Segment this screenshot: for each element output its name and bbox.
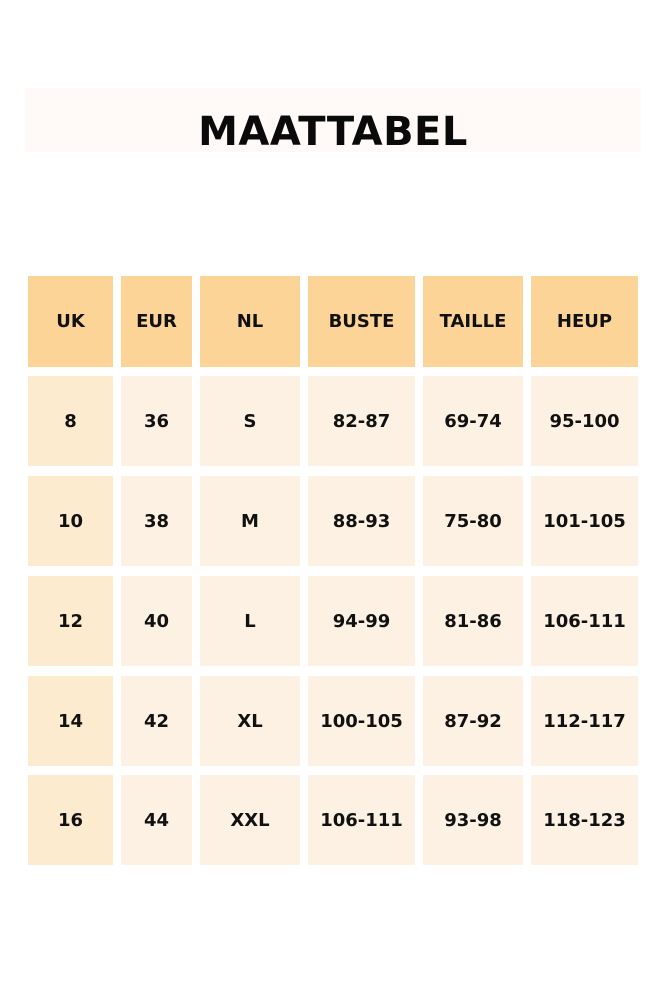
table-cell: S <box>200 376 300 466</box>
table-cell: 81-86 <box>423 576 523 666</box>
table-cell: 10 <box>28 476 113 566</box>
column-header: NL <box>200 276 300 367</box>
table-cell: 16 <box>28 775 113 865</box>
table-cell: 100-105 <box>308 676 415 766</box>
column-header: BUSTE <box>308 276 415 367</box>
page-title: MAATTABEL <box>198 109 468 155</box>
table-cell: 40 <box>121 576 192 666</box>
table-cell: 44 <box>121 775 192 865</box>
table-cell: 38 <box>121 476 192 566</box>
table-cell: XL <box>200 676 300 766</box>
column-header: UK <box>28 276 113 367</box>
table-cell: L <box>200 576 300 666</box>
table-cell: 42 <box>121 676 192 766</box>
table-cell: 87-92 <box>423 676 523 766</box>
title-band <box>25 88 641 152</box>
column-header: HEUP <box>531 276 638 367</box>
table-cell: 14 <box>28 676 113 766</box>
table-cell: 95-100 <box>531 376 638 466</box>
table-cell: 94-99 <box>308 576 415 666</box>
table-cell: 101-105 <box>531 476 638 566</box>
table-cell: 12 <box>28 576 113 666</box>
table-cell: 118-123 <box>531 775 638 865</box>
table-cell: 106-111 <box>308 775 415 865</box>
table-cell: 112-117 <box>531 676 638 766</box>
table-cell: 36 <box>121 376 192 466</box>
column-header: TAILLE <box>423 276 523 367</box>
table-cell: 75-80 <box>423 476 523 566</box>
table-cell: 82-87 <box>308 376 415 466</box>
table-cell: 106-111 <box>531 576 638 666</box>
column-header: EUR <box>121 276 192 367</box>
table-cell: XXL <box>200 775 300 865</box>
table-cell: 69-74 <box>423 376 523 466</box>
table-cell: 88-93 <box>308 476 415 566</box>
table-cell: 93-98 <box>423 775 523 865</box>
table-cell: M <box>200 476 300 566</box>
table-cell: 8 <box>28 376 113 466</box>
